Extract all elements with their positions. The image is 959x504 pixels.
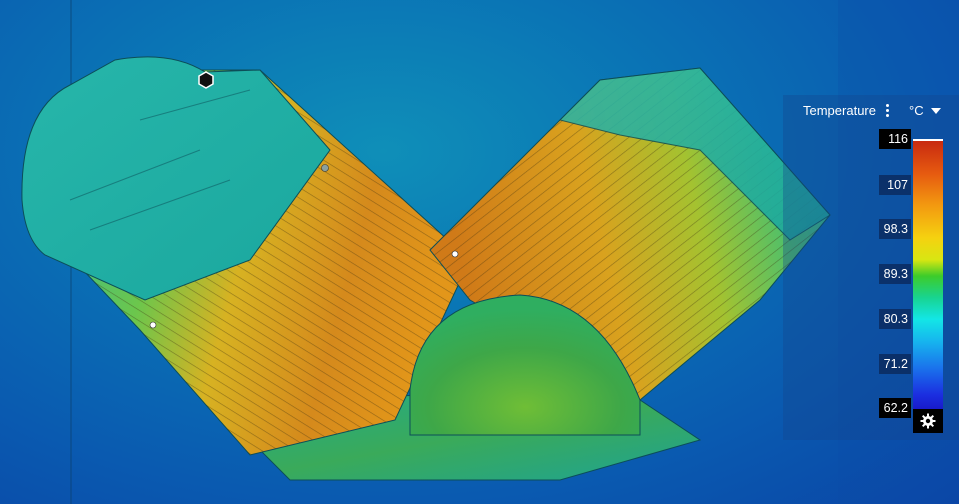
tick-label: 89.3 <box>879 264 911 284</box>
left-cylinder <box>21 56 471 456</box>
tick-label-max: 116 <box>879 129 911 149</box>
hexagon-pivot-icon[interactable] <box>198 71 214 89</box>
unit-dropdown[interactable]: °C <box>907 101 947 119</box>
legend-title: Temperature <box>803 103 876 118</box>
temperature-legend: Temperature °C 116 107 98.3 89.3 80.3 71… <box>783 95 959 440</box>
unit-label: °C <box>909 103 924 118</box>
tick-label-min: 62.2 <box>879 398 911 418</box>
tick-label: 80.3 <box>879 309 911 329</box>
tick-label: 107 <box>879 175 911 195</box>
gear-icon <box>920 413 936 429</box>
tick-label: 98.3 <box>879 219 911 239</box>
tick-label: 71.2 <box>879 354 911 374</box>
legend-header: Temperature °C <box>783 101 959 121</box>
more-vertical-icon[interactable] <box>884 101 892 119</box>
caret-down-icon <box>931 108 941 114</box>
legend-settings-button[interactable] <box>913 409 943 433</box>
color-scale-bar <box>913 139 943 413</box>
